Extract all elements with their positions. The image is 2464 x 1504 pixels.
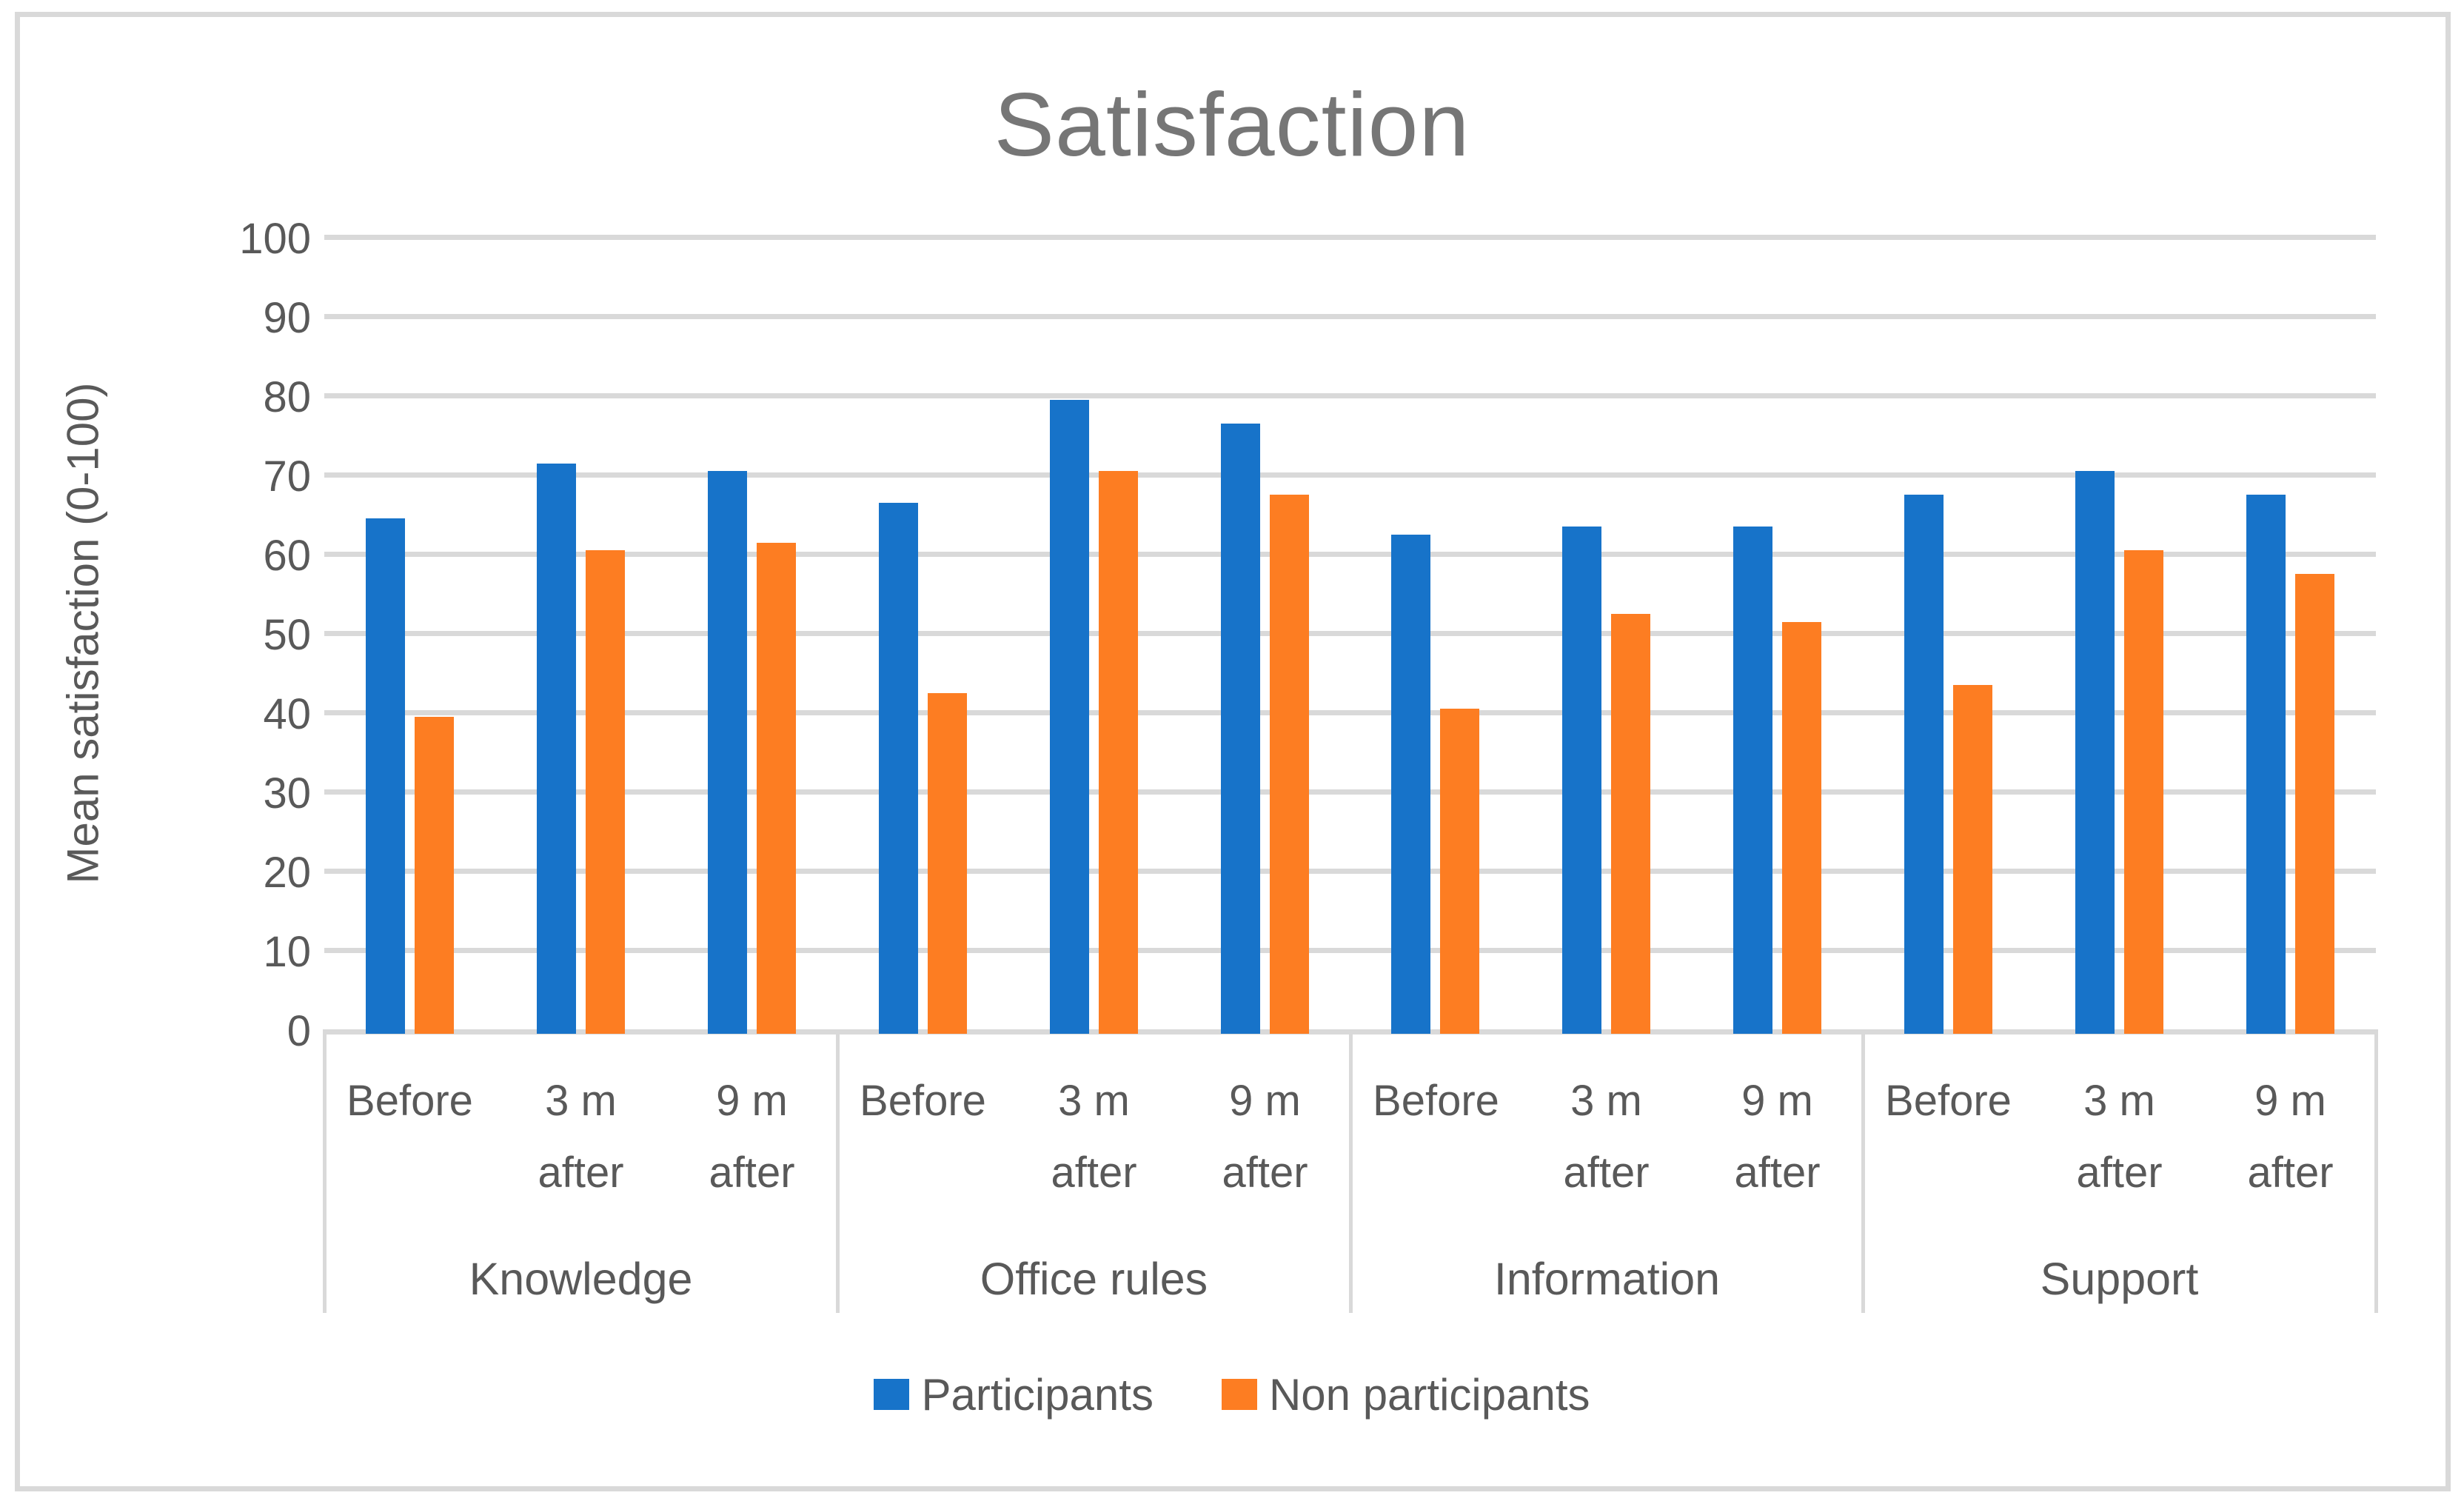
y-tick-label-90: 90 <box>263 294 311 342</box>
gridline-90 <box>324 314 2376 319</box>
y-tick-label-40: 40 <box>263 690 311 738</box>
bar-participants-knowledge-before <box>366 518 405 1034</box>
bar-non-participants-knowledge-before <box>415 717 454 1034</box>
x-tick-support-3-m-after: 3 m after <box>2076 1077 2163 1197</box>
bar-non-participants-information-9-m-after <box>1782 622 1821 1034</box>
gridline-20 <box>324 869 2376 874</box>
chart-outer-border <box>15 12 2451 1491</box>
bar-non-participants-information-before <box>1440 709 1479 1034</box>
y-tick-label-20: 20 <box>263 849 311 897</box>
bar-participants-support-3-m-after <box>2075 471 2115 1034</box>
bar-non-participants-support-9-m-after <box>2295 574 2334 1034</box>
y-tick-label-60: 60 <box>263 532 311 580</box>
bar-participants-support-before <box>1904 495 1944 1034</box>
y-tick-label-80: 80 <box>263 373 311 421</box>
bar-non-participants-information-3-m-after <box>1611 614 1650 1034</box>
x-tick-information-before: Before <box>1373 1077 1499 1125</box>
bar-participants-knowledge-9-m-after <box>708 471 747 1034</box>
legend-label-participants: Participants <box>921 1369 1154 1420</box>
y-tick-label-70: 70 <box>263 452 311 501</box>
legend: Participants Non participants <box>0 1368 2464 1420</box>
x-tick-support-before: Before <box>1885 1077 2012 1125</box>
bar-non-participants-office-rules-before <box>928 693 967 1034</box>
legend-label-non-participants: Non participants <box>1268 1369 1590 1420</box>
category-separator-0 <box>323 1029 327 1313</box>
bar-participants-knowledge-3-m-after <box>537 464 576 1034</box>
chart-title: Satisfaction <box>994 74 1470 175</box>
bar-participants-information-before <box>1391 535 1430 1034</box>
gridline-50 <box>324 631 2376 636</box>
bar-participants-information-3-m-after <box>1562 527 1601 1034</box>
gridline-80 <box>324 393 2376 398</box>
bar-participants-office-rules-before <box>879 503 918 1034</box>
gridline-30 <box>324 789 2376 795</box>
group-label-information: Information <box>1493 1254 1721 1304</box>
group-label-support: Support <box>2040 1254 2199 1304</box>
bar-participants-support-9-m-after <box>2246 495 2286 1034</box>
bar-participants-information-9-m-after <box>1733 527 1772 1034</box>
category-separator-3 <box>1861 1029 1865 1313</box>
bar-non-participants-knowledge-9-m-after <box>757 543 796 1034</box>
x-tick-knowledge-before: Before <box>346 1077 473 1125</box>
y-tick-label-0: 0 <box>287 1007 311 1055</box>
gridline-70 <box>324 472 2376 478</box>
group-label-office-rules: Office rules <box>980 1254 1208 1304</box>
x-tick-information-9-m-after: 9 m after <box>1734 1077 1821 1197</box>
gridline-100 <box>324 235 2376 240</box>
gridline-40 <box>324 710 2376 715</box>
bar-participants-office-rules-3-m-after <box>1050 400 1089 1034</box>
x-tick-knowledge-9-m-after: 9 m after <box>709 1077 795 1197</box>
x-tick-office-rules-9-m-after: 9 m after <box>1222 1077 1308 1197</box>
y-tick-label-100: 100 <box>239 215 311 263</box>
category-separator-4 <box>2374 1029 2378 1313</box>
category-separator-2 <box>1349 1029 1353 1313</box>
legend-item-non-participants: Non participants <box>1221 1369 1590 1420</box>
bar-non-participants-knowledge-3-m-after <box>586 550 625 1034</box>
bar-participants-office-rules-9-m-after <box>1221 424 1260 1034</box>
y-axis-title: Mean satisfaction (0-100) <box>58 382 108 884</box>
legend-key-participants <box>874 1379 910 1410</box>
x-tick-knowledge-3-m-after: 3 m after <box>538 1077 624 1197</box>
y-tick-label-30: 30 <box>263 769 311 818</box>
x-tick-office-rules-3-m-after: 3 m after <box>1051 1077 1137 1197</box>
bar-non-participants-support-before <box>1953 685 1992 1034</box>
y-tick-label-10: 10 <box>263 928 311 976</box>
x-tick-office-rules-before: Before <box>860 1077 986 1125</box>
bar-non-participants-office-rules-3-m-after <box>1099 471 1138 1034</box>
gridline-10 <box>324 948 2376 953</box>
gridline-60 <box>324 552 2376 557</box>
y-tick-label-50: 50 <box>263 611 311 659</box>
x-tick-support-9-m-after: 9 m after <box>2247 1077 2334 1197</box>
category-separator-1 <box>836 1029 840 1313</box>
bar-non-participants-support-3-m-after <box>2124 550 2163 1034</box>
legend-item-participants: Participants <box>874 1369 1154 1420</box>
x-tick-information-3-m-after: 3 m after <box>1563 1077 1650 1197</box>
bar-non-participants-office-rules-9-m-after <box>1270 495 1309 1034</box>
legend-key-non-participants <box>1221 1379 1257 1410</box>
group-label-knowledge: Knowledge <box>469 1254 693 1304</box>
